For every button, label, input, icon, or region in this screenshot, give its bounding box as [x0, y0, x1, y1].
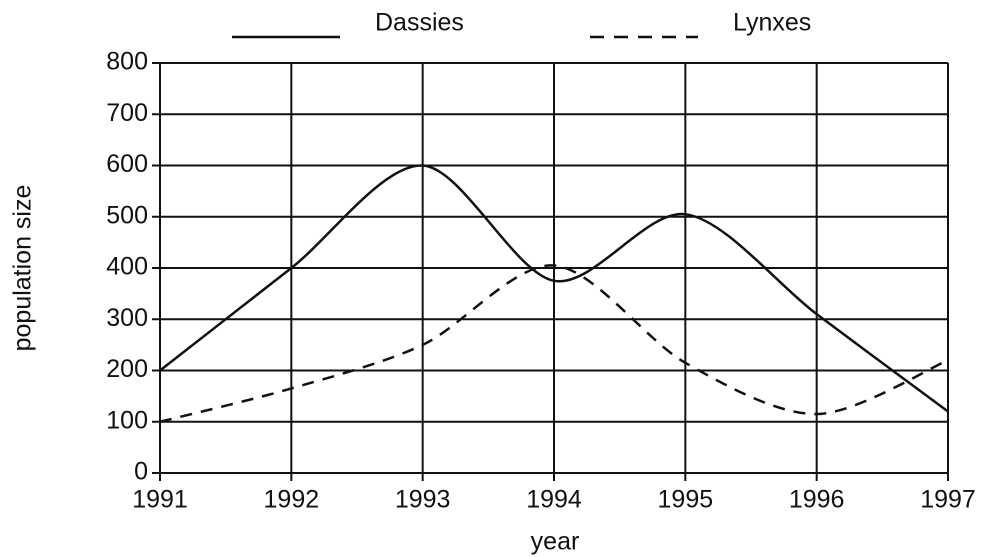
x-tick-label: 1996	[789, 486, 845, 514]
y-tick-label: 0	[134, 458, 148, 486]
x-tick-label: 1991	[132, 486, 188, 514]
legend-label: Lynxes	[733, 9, 811, 37]
y-tick-label: 200	[106, 355, 148, 383]
x-tick-label: 1993	[395, 486, 451, 514]
x-axis-label: year	[531, 528, 580, 556]
y-tick-label: 500	[106, 201, 148, 229]
x-tick-label: 1994	[526, 486, 582, 514]
y-tick-label: 400	[106, 253, 148, 281]
line-series	[159, 164, 949, 413]
x-tick-label: 1997	[920, 486, 976, 514]
y-tick-label: 800	[106, 48, 148, 76]
line-series	[159, 264, 949, 423]
y-tick-label: 600	[106, 150, 148, 178]
y-tick-label: 100	[106, 406, 148, 434]
legend-label: Dassies	[375, 9, 464, 37]
x-tick-label: 1992	[264, 486, 320, 514]
y-tick-label: 700	[106, 99, 148, 127]
x-tick-label: 1995	[658, 486, 714, 514]
y-axis-label: population size	[9, 185, 37, 352]
y-tick-label: 300	[106, 304, 148, 332]
